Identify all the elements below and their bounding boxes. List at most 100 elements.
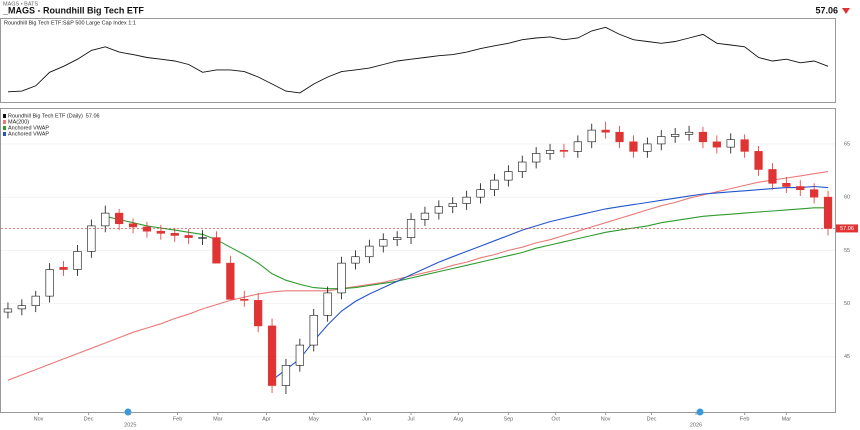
candle-body <box>559 150 569 152</box>
candle-body <box>87 225 96 252</box>
candle-body <box>448 203 457 208</box>
down-arrow <box>842 8 850 14</box>
candle-body <box>45 269 54 297</box>
x-tick-label: Oct <box>551 416 560 422</box>
legend-label: Anchored VWAP <box>8 125 49 131</box>
candle-body <box>726 139 735 148</box>
candle-body <box>3 308 13 313</box>
candle-body <box>267 325 277 386</box>
y-tick-label: 65 <box>844 141 850 147</box>
candle-body <box>101 212 110 227</box>
indicator-line <box>271 185 829 381</box>
candle-body <box>823 196 833 229</box>
candle-body <box>518 161 527 172</box>
candle-body <box>712 141 721 148</box>
candle-body <box>254 300 263 327</box>
last-price-label: 57.06 <box>840 226 854 232</box>
candle-body <box>754 151 763 170</box>
candle-body <box>796 186 805 190</box>
candle-body <box>698 131 708 143</box>
indicator-line <box>105 207 829 290</box>
candle-body <box>281 364 291 386</box>
legend-label: MA(200) <box>8 119 29 125</box>
panel-legend: Roundhill Big Tech ETF:S&P 500 Large Cap… <box>4 20 136 26</box>
x-tick-label: Aug <box>453 416 463 422</box>
last-price: 57.06 <box>815 5 838 15</box>
x-tick-label: Mar <box>213 416 223 422</box>
x-tick-label: Nov <box>601 416 611 422</box>
y-tick-label: 50 <box>844 301 850 307</box>
x-tick-label: Jul <box>408 416 415 422</box>
candle-body <box>810 189 819 198</box>
x-tick-label: Feb <box>173 416 182 422</box>
ratio-line <box>7 26 829 94</box>
candle-body <box>615 131 624 143</box>
x-tick-label: Jun <box>362 416 371 422</box>
legend-value: 57.06 <box>86 113 100 119</box>
legend-swatch <box>3 126 6 130</box>
candle-body <box>128 223 138 228</box>
candle-body <box>323 292 332 316</box>
candle-body <box>115 212 124 225</box>
candle-body <box>337 262 346 294</box>
candle-body <box>587 129 596 143</box>
x-tick-label: 2025 <box>124 422 136 428</box>
candle-body <box>59 267 68 270</box>
x-tick-label: Sep <box>503 416 513 422</box>
top-panel-frame <box>0 18 836 103</box>
candle-body <box>73 251 82 270</box>
candle-body <box>198 237 207 239</box>
candle-body <box>379 239 388 247</box>
x-tick-label: Mar <box>782 416 792 422</box>
candle-body <box>420 212 430 220</box>
candle-body <box>643 143 652 152</box>
candle-body <box>657 136 666 145</box>
main-panel-frame <box>0 108 836 413</box>
x-tick-label: Feb <box>740 416 749 422</box>
y-tick-label: 55 <box>844 248 850 254</box>
candle-body <box>601 129 610 133</box>
candle-body <box>462 196 471 204</box>
candle-body <box>212 237 221 264</box>
candle-body <box>629 141 638 152</box>
x-tick-label: 2026 <box>690 422 702 428</box>
legend-swatch <box>3 120 6 124</box>
last-price-tag <box>836 224 858 233</box>
candle-body <box>490 179 499 190</box>
candle-body <box>365 245 374 258</box>
legend-swatch <box>3 132 6 136</box>
candle-body <box>782 183 791 187</box>
candle-body <box>573 141 582 152</box>
candle-body <box>545 150 555 154</box>
candle-body <box>184 235 193 238</box>
candle-body <box>240 299 249 301</box>
candle-body <box>170 233 179 236</box>
indicator-line <box>7 171 829 381</box>
event-icon <box>124 408 132 416</box>
x-tick-label: Dec <box>84 416 94 422</box>
candle-body <box>671 134 680 137</box>
legend-label: Anchored VWAP <box>8 131 49 137</box>
candle-body <box>351 256 360 264</box>
candle-body <box>476 189 485 198</box>
legend-swatch <box>3 114 6 118</box>
symbol: MAGS • BATS <box>3 1 38 7</box>
candle-body <box>532 153 541 163</box>
candle-body <box>504 171 513 181</box>
candle-body <box>31 295 40 307</box>
panel-legend: Roundhill Big Tech ETF (Daily) <box>8 113 83 119</box>
candle-body <box>393 237 402 241</box>
candle-body <box>684 131 694 135</box>
y-tick-label: 45 <box>844 354 850 360</box>
x-tick-label: Dec <box>647 416 657 422</box>
candle-body <box>17 305 26 310</box>
candle-body <box>309 314 318 346</box>
candle-body <box>226 262 235 300</box>
x-tick-label: Apr <box>262 416 271 422</box>
candle-body <box>740 139 749 152</box>
candle-body <box>768 169 777 184</box>
candle-body <box>434 206 443 214</box>
event-icon <box>696 408 704 416</box>
candle-body <box>295 344 304 366</box>
